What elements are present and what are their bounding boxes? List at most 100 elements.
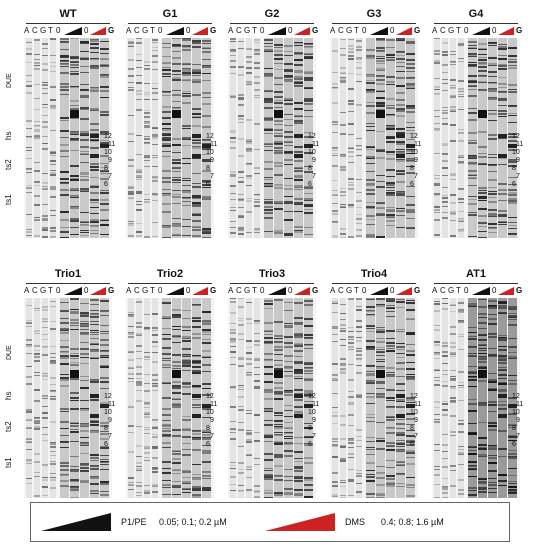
nucleotide-mark: 7 <box>210 173 214 180</box>
lane-label: G <box>142 286 149 295</box>
lane-label: T <box>48 26 53 35</box>
zero-label: 0 <box>84 26 89 35</box>
nucleotide-mark: 11 <box>108 141 116 148</box>
lane-label: A <box>24 286 30 295</box>
lane-label: A <box>126 26 132 35</box>
nucleotide-mark: 10 <box>206 149 214 156</box>
nucleotide-mark: 10 <box>410 409 418 416</box>
pe-concentrations: 0.05; 0.1; 0.2 µM <box>159 517 227 527</box>
panel-title: WT <box>59 8 77 20</box>
gel-panel: AT1 A C G T 0 0 G 12 11 10 9 8 7 6 <box>432 268 524 502</box>
nucleotide-mark: 11 <box>210 401 218 408</box>
gel-image <box>432 298 520 498</box>
dms-ramp-mark <box>90 27 106 35</box>
pe-ramp-mark <box>370 287 388 295</box>
nucleotide-mark: 12 <box>410 133 418 140</box>
zero-label: 0 <box>492 286 497 295</box>
nucleotide-mark: 8 <box>410 165 414 172</box>
nucleotide-mark: 7 <box>108 173 112 180</box>
lane-label: C <box>32 286 38 295</box>
panel-title: Trio4 <box>360 268 388 280</box>
dms-ramp-icon <box>265 513 335 531</box>
panel-title-rule <box>26 283 110 284</box>
pe-ramp-mark <box>166 287 184 295</box>
lane-label: T <box>150 26 155 35</box>
gel-image <box>24 298 112 498</box>
dms-ramp-mark <box>192 287 208 295</box>
dms-ramp-mark <box>192 27 208 35</box>
nucleotide-mark: 12 <box>512 133 520 140</box>
pe-ramp-mark <box>64 287 82 295</box>
nucleotide-mark: 6 <box>512 181 516 188</box>
nucleotide-mark: 8 <box>512 425 516 432</box>
ramp-icons <box>370 27 412 35</box>
nucleotide-mark: 11 <box>516 141 524 148</box>
panel-title: Trio2 <box>156 268 184 280</box>
nucleotide-mark: 6 <box>512 441 516 448</box>
dms-ramp-mark <box>396 27 412 35</box>
gel-panel: G2 A C G T 0 0 G 12 11 10 9 8 7 6 <box>228 8 319 242</box>
nucleotide-mark: 7 <box>414 173 418 180</box>
lane-label: T <box>354 286 359 295</box>
panel-title-rule <box>230 23 314 24</box>
panel-title: G1 <box>162 8 178 20</box>
ramp-icons <box>64 287 106 295</box>
nucleotide-mark: 10 <box>512 149 520 156</box>
zero-label: 0 <box>186 26 191 35</box>
pe-ramp-mark <box>166 27 184 35</box>
nucleotide-mark: 10 <box>410 149 418 156</box>
panel-title-rule <box>128 283 212 284</box>
dms-ramp-mark <box>294 27 310 35</box>
lane-label: G <box>244 286 251 295</box>
nucleotide-mark: 11 <box>516 401 524 408</box>
lane-label: A <box>432 286 438 295</box>
lane-label: A <box>330 286 336 295</box>
zero-label: 0 <box>288 286 293 295</box>
pe-ramp-mark <box>268 27 286 35</box>
lane-label: G <box>40 286 47 295</box>
nucleotide-mark: 6 <box>206 441 210 448</box>
nucleotide-mark: 12 <box>308 393 316 400</box>
lane-label: 0 <box>260 286 265 295</box>
lane-label: 0 <box>56 26 61 35</box>
pe-ramp-mark <box>370 27 388 35</box>
lane-label: A <box>228 26 234 35</box>
nucleotide-mark: 12 <box>104 133 112 140</box>
gel-image <box>330 38 418 238</box>
lane-label: T <box>456 286 461 295</box>
nucleotide-mark: 6 <box>410 441 414 448</box>
ramp-icons <box>472 287 514 295</box>
ramp-icons <box>268 27 310 35</box>
gel-panel: Trio2 A C G T 0 0 G 12 11 10 9 8 7 6 <box>126 268 218 502</box>
lane-label: C <box>134 286 140 295</box>
g-label: G <box>414 26 421 35</box>
pe-ramp-mark <box>472 27 490 35</box>
panel-title-rule <box>434 23 518 24</box>
nucleotide-mark: 7 <box>516 433 520 440</box>
pe-label: P1/PE <box>121 517 147 527</box>
nucleotide-mark: 8 <box>512 165 516 172</box>
due-label-bottom: DUE <box>6 345 13 360</box>
lane-label: T <box>252 286 257 295</box>
nucleotide-mark: 6 <box>308 441 312 448</box>
zero-label: 0 <box>390 26 395 35</box>
nucleotide-mark: 12 <box>104 393 112 400</box>
lane-label: G <box>346 286 353 295</box>
gel-image <box>126 298 214 498</box>
g-label: G <box>312 286 319 295</box>
nucleotide-mark: 12 <box>512 393 520 400</box>
nucleotide-mark: 10 <box>512 409 520 416</box>
nucleotide-mark: 9 <box>414 157 418 164</box>
nucleotide-mark: 10 <box>206 409 214 416</box>
dms-ramp-mark <box>498 27 514 35</box>
lane-label: 0 <box>464 26 469 35</box>
nucleotide-mark: 10 <box>308 149 316 156</box>
nucleotide-mark: 11 <box>108 401 116 408</box>
lane-label: G <box>142 26 149 35</box>
legend: P1/PE 0.05; 0.1; 0.2 µM DMS 0.4; 0.8; 1.… <box>30 502 510 542</box>
lane-label: A <box>126 286 132 295</box>
g-label: G <box>210 26 217 35</box>
nucleotide-mark: 8 <box>206 425 210 432</box>
